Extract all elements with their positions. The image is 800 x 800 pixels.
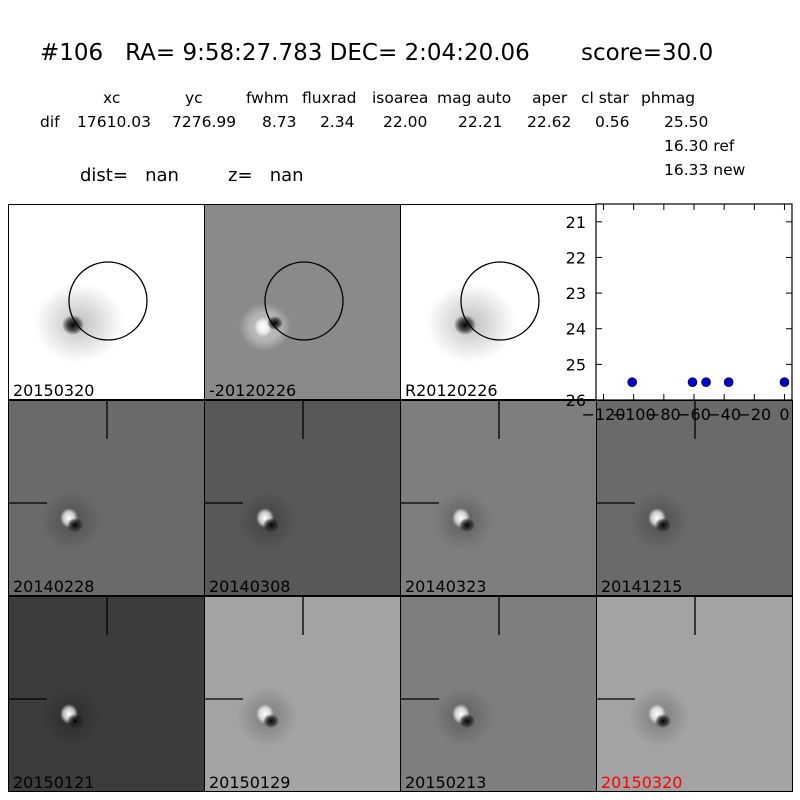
y-tick-label: 24 [566,320,586,339]
image-stamp: 20141215 [596,400,793,596]
image-stamp: 20140308 [204,400,401,596]
x-tick-label: −60 [677,405,711,424]
val-phmag: 25.50 [664,113,709,131]
stamp-date-label: -20120226 [209,381,297,400]
col-aper: aper [532,89,568,107]
col-yc: yc [185,89,203,107]
val-aper: 22.62 [527,113,572,131]
val-mag-auto: 22.21 [458,113,503,131]
col-mag-auto: mag auto [437,89,512,107]
x-tick-label: −100 [612,405,656,424]
image-stamp: 20140323 [400,400,597,596]
stamp-date-label: 20140308 [209,577,291,596]
col-phmag: phmag [641,89,696,107]
new-mag: 16.33 new [664,161,746,179]
col-cl-star: cl star [581,89,629,107]
y-tick-label: 21 [566,213,586,232]
dist-label: dist= nan [80,165,179,186]
data-point [701,377,711,387]
data-point [687,377,698,387]
x-tick-label: −120 [582,405,626,424]
stamp-date-label: 20141215 [601,577,683,596]
image-stamp: -20120226 [204,204,401,400]
image-stamp: 20140228 [8,400,205,596]
image-stamp: 20150213 [400,596,597,792]
y-tick-label: 26 [566,391,586,410]
y-tick-label: 25 [566,355,586,374]
stamp-date-label: 20150129 [209,773,291,792]
aperture-circle [460,261,540,341]
val-fluxrad: 2.34 [320,113,355,131]
light-curve-plot: 21 22 23 24 25 26−120−100−80−60−40−20 0 [566,203,793,424]
val-xc: 17610.03 [77,113,151,131]
val-fwhm: 8.73 [262,113,297,131]
image-stamp: R20120226 [400,204,597,400]
image-stamp: 20150121 [8,596,205,792]
data-point [627,377,637,387]
x-tick-label: 0 [779,405,789,424]
col-xc: xc [103,89,121,107]
aperture-circle [68,261,148,341]
y-tick-label: 23 [566,284,586,303]
val-isoarea: 22.00 [383,113,428,131]
stamp-date-label: 20140323 [405,577,487,596]
stamp-date-label: R20120226 [405,381,498,400]
data-point [779,377,790,387]
stamp-date-label: 20150320 [13,381,95,400]
page-title: #106 RA= 9:58:27.783 DEC= 2:04:20.06 sco… [40,40,714,66]
plot-frame [595,203,793,401]
ref-mag: 16.30 ref [664,137,735,155]
col-fwhm: fwhm [246,89,289,107]
val-yc: 7276.99 [172,113,237,131]
data-point [723,377,734,387]
stamp-date-label: 20150320 [601,773,683,792]
val-cl-star: 0.56 [595,113,630,131]
col-isoarea: isoarea [372,89,429,107]
col-fluxrad: fluxrad [302,89,357,107]
image-stamp: 20150129 [204,596,401,792]
x-tick-label: −20 [737,405,771,424]
x-tick-label: −80 [647,405,681,424]
image-stamp: 20150320 [596,596,793,792]
x-tick-label: −40 [707,405,741,424]
stamp-date-label: 20140228 [13,577,95,596]
y-tick-label: 22 [566,248,586,267]
aperture-circle [264,261,344,341]
stamp-date-label: 20150213 [405,773,487,792]
image-stamp: 20150320 [8,204,205,400]
row-label: dif [40,113,60,131]
stamp-date-label: 20150121 [13,773,95,792]
z-label: z= nan [228,165,304,186]
